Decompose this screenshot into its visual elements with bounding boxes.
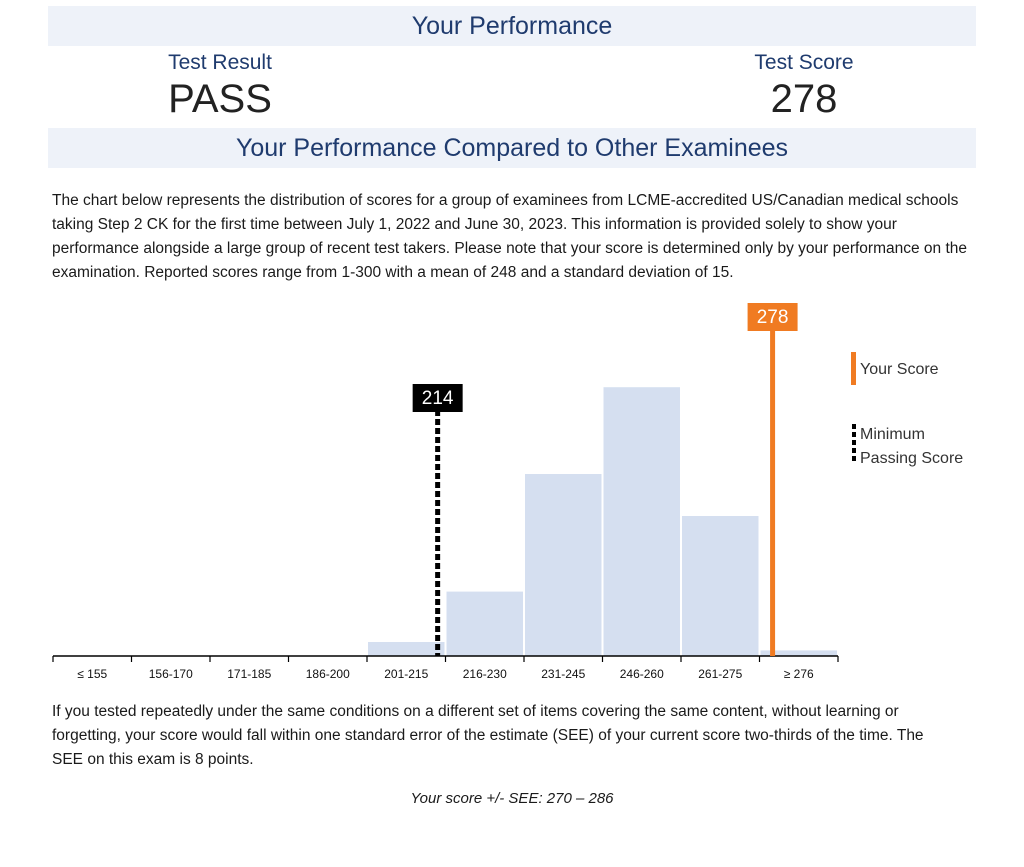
histogram-bar-9 bbox=[760, 650, 837, 656]
minimum-passing-label: 214 bbox=[422, 388, 454, 409]
score-markers: 214 278 bbox=[412, 303, 798, 656]
legend-minimum-passing-label: Passing Score bbox=[860, 450, 963, 467]
x-tick-label: 216-230 bbox=[463, 667, 507, 681]
chart-description: The chart below represents the distribut… bbox=[52, 192, 968, 281]
performance-title: Your Performance bbox=[48, 6, 976, 46]
legend-your-score-swatch bbox=[851, 352, 856, 385]
your-score-label-box bbox=[747, 303, 798, 331]
histogram-bar-8 bbox=[682, 516, 759, 656]
x-tick-label: 156-170 bbox=[149, 667, 193, 681]
test-result-value: PASS bbox=[168, 77, 272, 121]
your-score-label: 278 bbox=[757, 307, 789, 328]
test-score-block: Test Score 278 bbox=[704, 50, 904, 122]
x-tick-label: 186-200 bbox=[306, 667, 350, 681]
histogram-bar-7 bbox=[603, 387, 680, 656]
minimum-passing-label-box bbox=[412, 384, 463, 412]
x-axis: ≤ 155 156-170 171-185 186-200 201-215 216-230… bbox=[52, 655, 839, 681]
chart-legend: Your Score Minimum Passing Score bbox=[851, 352, 963, 467]
histogram-bars bbox=[368, 387, 837, 656]
see-range: Your score +/- SEE: 270 – 286 bbox=[410, 790, 614, 807]
test-score-value: 278 bbox=[770, 77, 838, 121]
test-result-label: Test Result bbox=[168, 51, 272, 74]
x-tick-label: ≥ 276 bbox=[784, 667, 814, 681]
legend-minimum-passing-label: Minimum bbox=[860, 426, 925, 443]
legend-your-score-label: Your Score bbox=[860, 361, 939, 378]
x-tick-label: 261-275 bbox=[698, 667, 742, 681]
x-tick-label: 246-260 bbox=[620, 667, 664, 681]
histogram-bar-6 bbox=[525, 474, 602, 656]
histogram-bar-4 bbox=[368, 642, 445, 656]
x-tick-label: 201-215 bbox=[384, 667, 428, 681]
score-distribution-chart: ≤ 155 156-170 171-185 186-200 201-215 216-230… bbox=[52, 303, 963, 681]
test-score-label: Test Score bbox=[754, 51, 854, 74]
x-tick-label: 171-185 bbox=[227, 667, 271, 681]
x-tick-label: ≤ 155 bbox=[77, 667, 107, 681]
see-explanation: If you tested repeatedly under the same … bbox=[52, 703, 924, 768]
histogram-bar-5 bbox=[446, 591, 523, 656]
x-tick-label: 231-245 bbox=[541, 667, 585, 681]
test-result-block: Test Result PASS bbox=[120, 50, 320, 122]
comparison-title: Your Performance Compared to Other Exami… bbox=[48, 128, 976, 168]
